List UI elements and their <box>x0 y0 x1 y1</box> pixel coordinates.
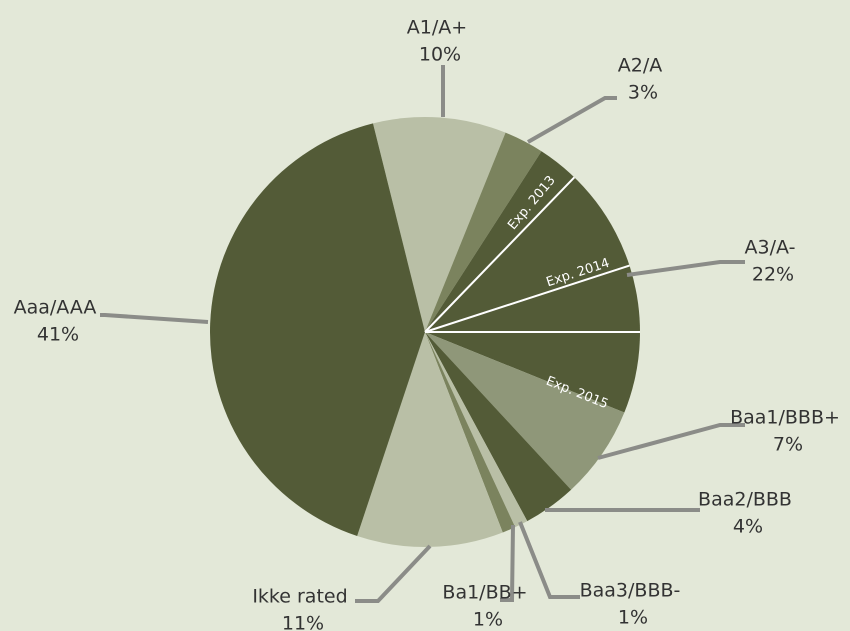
slice-label: Aaa/AAA <box>14 297 97 319</box>
leader-line <box>355 544 432 603</box>
value-label: 1% <box>473 609 503 631</box>
value-label: 41% <box>37 324 79 346</box>
leader-line <box>626 260 745 277</box>
pie-slice <box>372 117 506 333</box>
slice-label: Ba1/BB+ <box>442 582 527 604</box>
leader-line <box>500 524 515 602</box>
pie-slice <box>425 332 516 533</box>
slice-label: Baa2/BBB <box>698 489 792 511</box>
slice-label: A1/A+ <box>407 17 467 39</box>
value-label: 10% <box>419 44 461 66</box>
leader-line <box>518 521 580 599</box>
slice-label: Baa1/BBB+ <box>730 407 840 429</box>
value-label: 7% <box>773 434 803 456</box>
slice-label: A3/A- <box>745 237 796 259</box>
pie-slice <box>209 123 425 537</box>
leader-line <box>597 423 745 460</box>
pie-slice <box>357 332 503 548</box>
divider <box>424 176 576 333</box>
pie-slice <box>425 332 528 528</box>
divider <box>424 264 630 333</box>
slice-label: Baa3/BBB- <box>580 580 681 602</box>
value-label: 1% <box>618 607 648 629</box>
leader-line <box>527 96 617 144</box>
pie-slice <box>425 132 542 332</box>
pie-slice <box>425 332 572 522</box>
value-label: 4% <box>733 516 763 538</box>
slice-label: A2/A <box>618 55 663 77</box>
leader-line <box>100 313 209 324</box>
value-label: 3% <box>628 82 658 104</box>
pie-slice <box>425 332 625 490</box>
pie-slice <box>425 151 640 413</box>
value-label: 22% <box>752 264 794 286</box>
value-label: 11% <box>282 613 324 631</box>
slice-label: Ikke rated <box>252 586 347 608</box>
